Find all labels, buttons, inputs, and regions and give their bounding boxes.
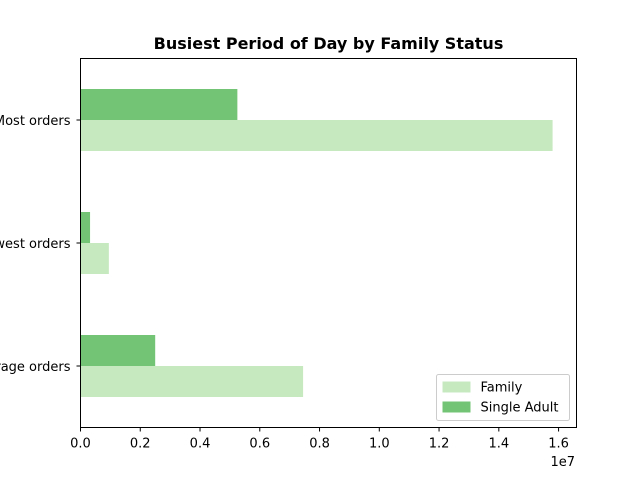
x-tick-label: 0.0 (70, 437, 91, 452)
legend-swatch-single-adult (442, 401, 471, 413)
x-tick-label: 1.4 (488, 437, 509, 452)
bar-family-most-orders (80, 120, 553, 151)
legend-swatch-family (442, 381, 471, 393)
x-tick-label: 1.6 (548, 437, 569, 452)
bar-single-adult-most-orders (80, 89, 238, 120)
y-tick-label: Average orders (0, 360, 71, 375)
x-tick-label: 1.2 (429, 437, 450, 452)
y-tick-label: Fewest orders (0, 237, 71, 252)
legend: Family Single Adult (436, 374, 570, 421)
bar-single-adult-average-orders (80, 335, 156, 366)
x-axis-ticks: 0.0 0.2 0.4 0.6 0.8 1.0 1.2 1.4 1.6 (70, 427, 569, 452)
x-tick-label: 1.0 (369, 437, 390, 452)
bars-group (80, 89, 553, 397)
x-tick-label: 0.4 (190, 437, 211, 452)
plot-frame (80, 58, 577, 428)
bar-family-average-orders (80, 366, 304, 397)
y-tick-label: Most orders (0, 114, 71, 129)
bar-single-adult-fewest-orders (80, 212, 91, 243)
legend-label-family: Family (481, 381, 523, 396)
x-tick-label: 0.8 (309, 437, 330, 452)
chart-title: Busiest Period of Day by Family Status (154, 34, 504, 53)
x-tick-label: 0.2 (130, 437, 151, 452)
legend-label-single-adult: Single Adult (481, 401, 559, 416)
x-axis-multiplier: 1e7 (550, 455, 575, 470)
bar-family-fewest-orders (80, 243, 109, 274)
y-axis-ticks: Most orders Fewest orders Average orders (0, 114, 81, 375)
x-tick-label: 0.6 (249, 437, 270, 452)
